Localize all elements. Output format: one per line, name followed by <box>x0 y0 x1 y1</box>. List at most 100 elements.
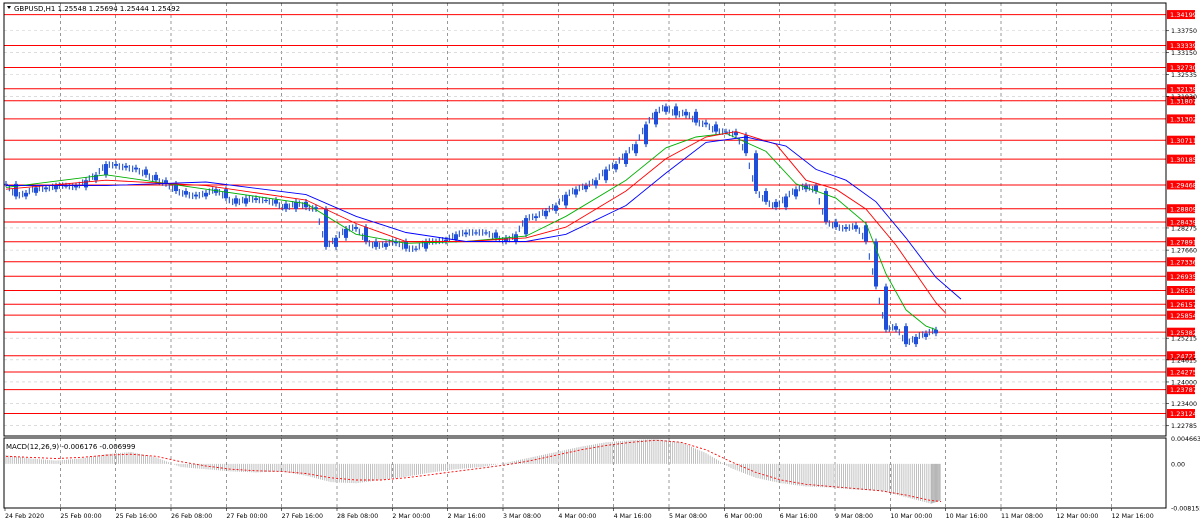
price-level-label: 1.31807 <box>1170 97 1197 105</box>
candle-body <box>614 164 618 170</box>
candle-body <box>544 210 548 217</box>
candle-body <box>784 196 788 208</box>
ma-mid-line <box>5 131 947 314</box>
candle-body <box>814 185 818 192</box>
candle-body <box>394 241 398 244</box>
candle-body <box>694 111 698 123</box>
time-axis-label: 10 Mar 00:00 <box>890 513 932 520</box>
price-candles <box>4 103 938 348</box>
candle-body <box>44 187 48 190</box>
price-axis-label: 1.25215 <box>1171 336 1197 343</box>
price-level-label: 1.30185 <box>1170 156 1197 164</box>
candle-body <box>264 200 268 202</box>
time-axis-label: 25 Feb 16:00 <box>116 513 157 520</box>
price-level-tag: 1.31807 <box>1167 96 1197 105</box>
candle-body <box>874 241 878 287</box>
candle-body <box>584 185 588 190</box>
candle-body <box>504 237 508 242</box>
candle-body <box>64 185 68 187</box>
candle-body <box>644 124 648 145</box>
candle-body <box>744 135 748 154</box>
candle-body <box>764 191 768 202</box>
price-axis-label: 1.27660 <box>1171 248 1197 255</box>
candle-body <box>384 243 388 247</box>
time-axis-label: 27 Feb 00:00 <box>226 513 267 520</box>
candle-body <box>834 221 838 228</box>
candle-body <box>14 183 18 197</box>
candle-body <box>104 164 108 175</box>
price-level-tag: 1.23787 <box>1167 385 1197 394</box>
candle-body <box>4 183 8 185</box>
candle-body <box>794 189 798 197</box>
time-axis-label: 10 Mar 16:00 <box>946 513 988 520</box>
candle-body <box>324 209 328 247</box>
candle-body <box>274 200 278 204</box>
horizontal-levels[interactable]: 1.34199 1.33339 1.32730 1.32139 1.31807 1.313… <box>4 10 1197 418</box>
price-level-label: 1.31302 <box>1170 116 1197 124</box>
price-level-label: 1.28809 <box>1170 205 1197 213</box>
price-level-tag: 1.30185 <box>1167 154 1197 164</box>
price-level-label: 1.24727 <box>1170 352 1197 360</box>
price-level-label: 1.23124 <box>1170 410 1197 418</box>
macd-axis-label: -0.008155 <box>1171 505 1200 512</box>
price-axis-label: 1.24615 <box>1171 357 1197 364</box>
time-axis-label: 25 Feb 00:00 <box>60 513 101 520</box>
candle-body <box>334 237 338 247</box>
dropdown-icon[interactable] <box>7 6 11 9</box>
candle-body <box>474 232 478 234</box>
time-axis-label: 3 Mar 08:00 <box>503 513 541 520</box>
candle-body <box>354 227 358 229</box>
price-level-label: 1.29468 <box>1170 182 1197 190</box>
macd-axis-label: 0.004663 <box>1171 436 1200 443</box>
price-level-tag: 1.27891 <box>1167 237 1197 246</box>
candle-body <box>654 111 658 125</box>
candle-body <box>824 191 828 222</box>
candle-body <box>564 194 568 206</box>
price-level-tag: 1.34199 <box>1167 10 1197 19</box>
price-level-label: 1.32730 <box>1170 64 1197 72</box>
price-level-tag: 1.32730 <box>1167 62 1197 72</box>
candle-body <box>164 180 168 184</box>
candle-body <box>404 241 408 249</box>
candle-body <box>894 326 898 330</box>
ma-slow-line <box>6 136 962 300</box>
price-level-tag: 1.24727 <box>1167 351 1197 360</box>
ma-fast-line <box>5 132 937 331</box>
candle-body <box>234 198 238 204</box>
time-axis-label: 5 Mar 08:00 <box>669 513 707 520</box>
price-level-label: 1.28439 <box>1170 219 1197 227</box>
price-level-label: 1.26157 <box>1170 301 1197 309</box>
price-level-label: 1.27891 <box>1170 238 1197 246</box>
candle-body <box>374 241 378 247</box>
time-axis-label: 26 Feb 08:00 <box>171 513 212 520</box>
price-level-label: 1.26935 <box>1170 273 1197 281</box>
candle-body <box>524 218 528 235</box>
candle-body <box>484 232 488 234</box>
price-axis-label: 1.28275 <box>1171 225 1197 232</box>
price-level-tag: 1.29468 <box>1167 180 1197 190</box>
candle-body <box>734 131 738 136</box>
time-axis-label: 2 Mar 00:00 <box>392 513 430 520</box>
price-level-tag: 1.26157 <box>1167 299 1197 309</box>
candle-body <box>864 225 868 242</box>
price-axis-label: 1.33150 <box>1171 50 1197 57</box>
price-level-label: 1.27336 <box>1170 258 1197 266</box>
macd-axis-label: 0.00 <box>1171 461 1185 468</box>
candle-body <box>594 180 598 186</box>
chart-title: GBPUSD,H1 1.25548 1.25694 1.25444 1.2549… <box>14 5 180 13</box>
candle-body <box>494 232 498 238</box>
candle-body <box>184 191 188 195</box>
price-level-tag: 1.28439 <box>1167 217 1197 227</box>
time-axis-label: 12 Mar 16:00 <box>1112 513 1154 520</box>
candle-body <box>904 326 908 345</box>
candle-body <box>224 189 228 199</box>
price-level-tag: 1.26539 <box>1167 286 1197 295</box>
candle-body <box>74 185 78 188</box>
candle-body <box>424 241 428 249</box>
candle-body <box>114 164 118 166</box>
candle-body <box>704 122 708 125</box>
candle-body <box>854 225 858 229</box>
candle-body <box>604 169 608 181</box>
